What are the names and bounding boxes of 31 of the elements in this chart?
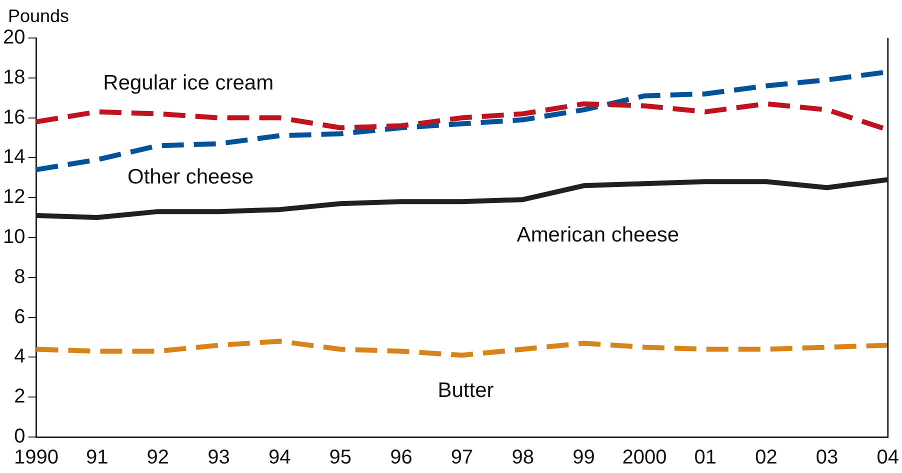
y-tick-label: 8 <box>14 266 26 288</box>
y-tick-label: 10 <box>2 226 26 248</box>
y-tick-label: 4 <box>14 346 26 368</box>
x-tick-label: 02 <box>755 446 778 469</box>
x-tick-label: 93 <box>208 446 230 469</box>
x-tick-label: 96 <box>390 446 412 469</box>
series-label: Butter <box>438 379 494 402</box>
y-tick-label: 12 <box>2 186 26 208</box>
x-tick-label: 1990 <box>14 446 58 469</box>
x-tick-label: 95 <box>329 446 352 469</box>
x-tick-label: 04 <box>876 446 899 469</box>
x-tick-label: 92 <box>146 446 170 469</box>
y-tick-label: 6 <box>14 306 26 328</box>
y-tick-label: 16 <box>2 106 26 128</box>
x-tick-label: 03 <box>816 446 838 469</box>
x-tick-label: 94 <box>268 446 291 469</box>
series-label: Regular ice cream <box>103 72 274 95</box>
x-tick-label: 01 <box>694 446 717 469</box>
x-tick-label: 98 <box>512 446 534 469</box>
y-tick-label: 20 <box>2 26 26 49</box>
x-tick-label: 91 <box>86 446 108 469</box>
series-label: Other cheese <box>127 165 254 188</box>
y-tick-label: 0 <box>14 426 26 448</box>
y-axis-title: Pounds <box>8 6 70 27</box>
x-tick-label: 99 <box>572 446 595 469</box>
x-tick-label: 2000 <box>622 446 667 469</box>
y-tick-label: 2 <box>14 386 26 408</box>
x-tick-label: 97 <box>450 446 474 469</box>
series-label: American cheese <box>516 223 680 246</box>
y-tick-label: 18 <box>2 66 26 88</box>
y-tick-label: 14 <box>2 146 26 168</box>
